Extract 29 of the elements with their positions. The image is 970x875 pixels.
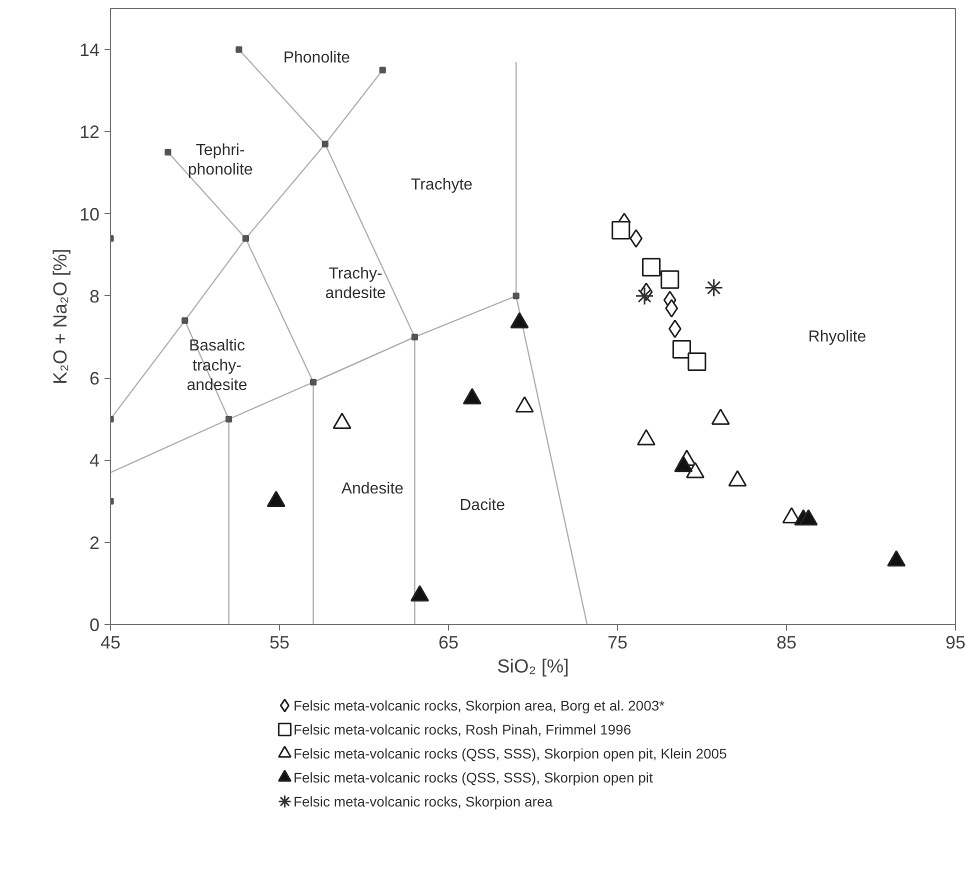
annotation: Trachy- andesite — [325, 265, 386, 302]
y-tick-label: 4 — [89, 450, 100, 471]
legend-label: Felsic meta-volcanic rocks (QSS, SSS), Skorpion open pit — [293, 770, 654, 786]
y-tick-label: 12 — [79, 122, 100, 142]
x-tick-label: 45 — [100, 632, 121, 652]
y-tick-label: 0 — [89, 615, 100, 635]
x-axis-title: SiO₂ [%] — [497, 656, 569, 678]
x-tick-label: 65 — [438, 632, 459, 652]
annotation: Andesite — [341, 480, 404, 498]
annotation: Dacite — [460, 496, 506, 514]
legend-label: Felsic meta-volcanic rocks (QSS, SSS), Skorpion open pit, Klein 2005 — [293, 746, 728, 762]
legend-label: Felsic meta-volcanic rocks, Rosh Pinah, Frimmel 1996 — [293, 722, 632, 738]
annotation: Trachyte — [410, 176, 473, 194]
y-tick-label: 14 — [79, 40, 100, 60]
x-tick-label: 85 — [776, 632, 797, 652]
y-axis-title: K₂O + Na₂O [%] — [50, 248, 72, 384]
annotation: Basaltic trachy- andesite — [186, 338, 248, 394]
y-tick-label: 6 — [89, 368, 100, 389]
y-tick-label: 10 — [79, 204, 100, 224]
y-tick-label: 2 — [89, 532, 100, 553]
legend-label: Felsic meta-volcanic rocks, Skorpion area — [293, 794, 553, 810]
annotation: Tephri- phonolite — [188, 142, 253, 179]
x-tick-label: 75 — [607, 632, 628, 652]
legend-label: Felsic meta-volcanic rocks, Skorpion area, Borg et al. 2003* — [293, 698, 666, 714]
x-tick-label: 95 — [945, 632, 966, 652]
annotation: Phonolite — [283, 49, 350, 66]
x-tick-label: 55 — [269, 632, 290, 652]
y-tick-label: 8 — [89, 286, 100, 306]
annotation: Rhyolite — [808, 328, 866, 346]
